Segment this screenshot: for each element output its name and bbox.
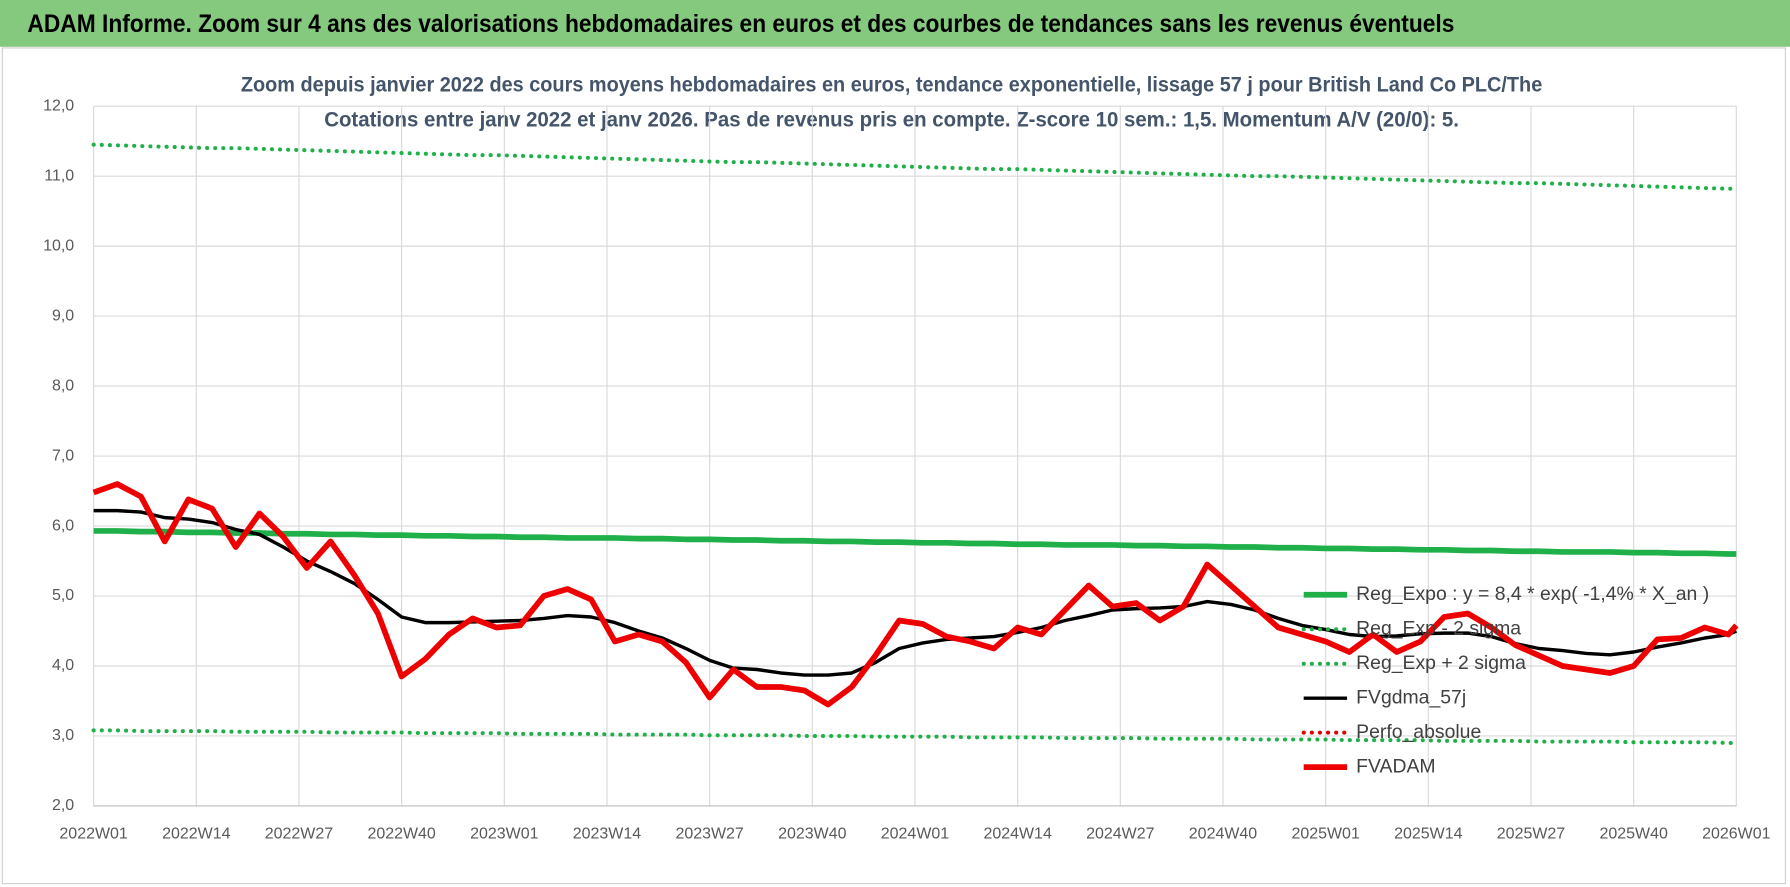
y-tick-label: 4,0 [52,657,74,674]
header-band [0,0,1790,47]
x-tick-label: 2022W01 [59,826,127,843]
x-tick-label: 2023W40 [778,826,846,843]
legend-label: Reg_Exp - 2 sigma [1356,617,1521,639]
legend: Reg_Expo : y = 8,4 * exp( -1,4% * X_an )… [1301,583,1709,777]
legend-label: Reg_Expo : y = 8,4 * exp( -1,4% * X_an ) [1356,583,1709,605]
legend-label: Reg_Exp + 2 sigma [1356,652,1526,674]
x-tick-label: 2023W01 [470,826,538,843]
x-tick-label: 2026W01 [1702,826,1770,843]
x-tick-label: 2024W01 [881,826,949,843]
y-tick-label: 8,0 [52,377,74,394]
series-line [92,481,1739,708]
chart-border [1,47,1786,885]
x-tick-label: 2024W14 [983,826,1051,843]
series-line [91,728,1739,745]
y-tick-label: 2,0 [52,797,74,814]
plot [91,142,1739,745]
y-tick-label: 5,0 [52,587,74,604]
y-tick-label: 9,0 [52,307,74,324]
chart-title: Zoom depuis janvier 2022 des cours moyen… [241,71,1542,96]
series-line [93,508,1738,677]
y-tick-label: 12,0 [43,97,74,114]
series-line [93,528,1737,557]
y-tick-label: 6,0 [52,517,74,534]
x-tick-label: 2022W27 [265,826,333,843]
x-tick-label: 2023W14 [573,826,641,843]
y-tick-label: 7,0 [52,447,74,464]
x-tick-label: 2025W14 [1394,826,1462,843]
x-tick-label: 2025W27 [1497,826,1565,843]
y-tick-label: 3,0 [52,727,74,744]
header-title: ADAM Informe. Zoom sur 4 ans des valoris… [27,10,1454,38]
series-line [91,142,1739,191]
x-tick-label: 2025W01 [1291,826,1359,843]
legend-label: FVADAM [1356,755,1435,777]
x-tick-label: 2024W27 [1086,826,1154,843]
chart-subtitle: Cotations entre janv 2022 et janv 2026. … [324,107,1459,132]
x-tick-label: 2025W40 [1599,826,1667,843]
x-tick-label: 2022W14 [162,826,230,843]
legend-label: FVgdma_57j [1356,686,1466,708]
legend-label: Perfo_absolue [1356,721,1481,743]
x-tick-label: 2024W40 [1189,826,1257,843]
y-tick-label: 10,0 [43,237,74,254]
x-tick-label: 2023W27 [675,826,743,843]
y-tick-label: 11,0 [44,167,74,184]
x-tick-label: 2022W40 [367,826,435,843]
